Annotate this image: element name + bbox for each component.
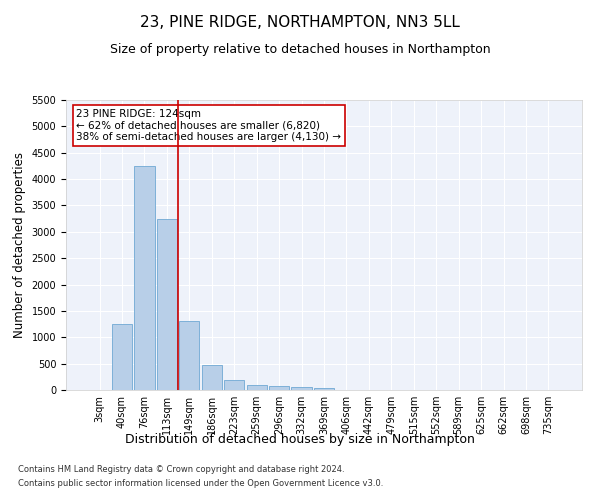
Text: Contains HM Land Registry data © Crown copyright and database right 2024.: Contains HM Land Registry data © Crown c… xyxy=(18,466,344,474)
Bar xyxy=(179,322,199,390)
Text: Contains public sector information licensed under the Open Government Licence v3: Contains public sector information licen… xyxy=(18,479,383,488)
Y-axis label: Number of detached properties: Number of detached properties xyxy=(13,152,26,338)
Bar xyxy=(224,380,244,390)
Bar xyxy=(157,218,177,390)
Bar xyxy=(112,324,132,390)
Text: Distribution of detached houses by size in Northampton: Distribution of detached houses by size … xyxy=(125,432,475,446)
Text: 23, PINE RIDGE, NORTHAMPTON, NN3 5LL: 23, PINE RIDGE, NORTHAMPTON, NN3 5LL xyxy=(140,15,460,30)
Text: 23 PINE RIDGE: 124sqm
← 62% of detached houses are smaller (6,820)
38% of semi-d: 23 PINE RIDGE: 124sqm ← 62% of detached … xyxy=(76,108,341,142)
Bar xyxy=(247,384,267,390)
Text: Size of property relative to detached houses in Northampton: Size of property relative to detached ho… xyxy=(110,42,490,56)
Bar xyxy=(314,388,334,390)
Bar xyxy=(292,388,311,390)
Bar xyxy=(134,166,155,390)
Bar xyxy=(202,364,222,390)
Bar xyxy=(269,386,289,390)
